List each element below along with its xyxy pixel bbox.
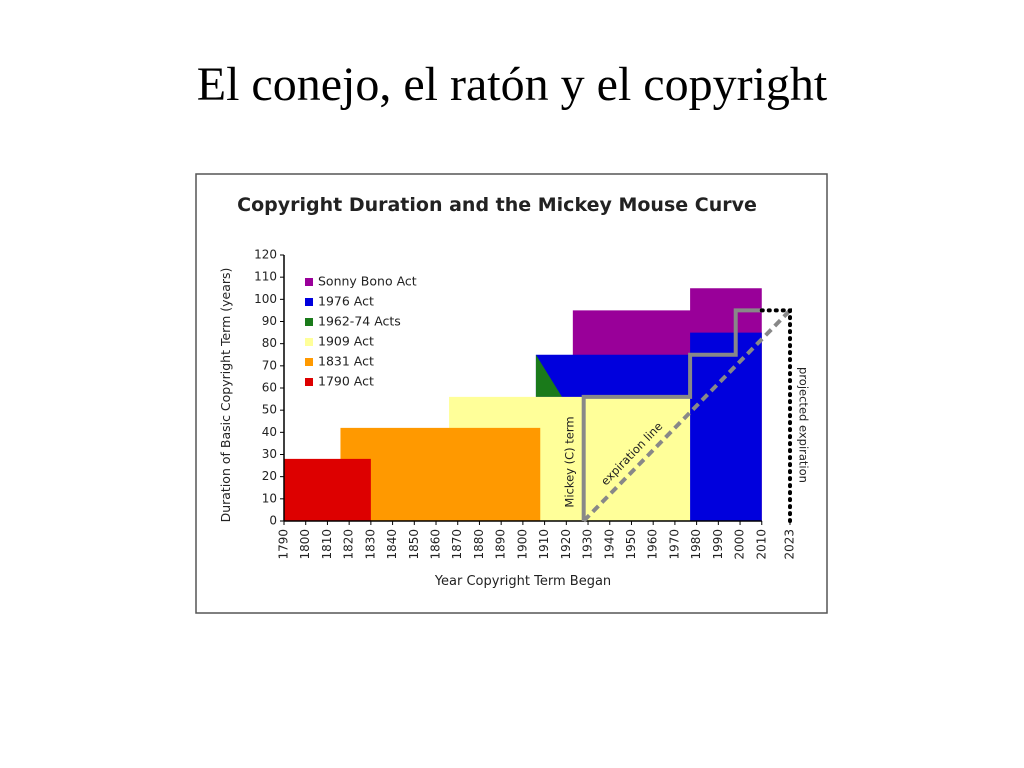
y-tick-label: 20 <box>262 469 277 483</box>
x-tick-label: 1850 <box>407 529 421 560</box>
x-tick-label: 1840 <box>385 529 399 560</box>
legend-swatch <box>305 318 313 326</box>
x-tick-label: 1890 <box>494 529 508 560</box>
y-axis-label: Duration of Basic Copyright Term (years) <box>218 268 233 523</box>
y-tick-label: 0 <box>269 514 277 528</box>
x-tick-label: 1990 <box>711 529 725 560</box>
x-tick-label: 1930 <box>581 529 595 560</box>
legend-swatch <box>305 358 313 366</box>
x-tick-label: 1920 <box>559 529 573 560</box>
x-tick-label: 1830 <box>363 529 377 560</box>
x-tick-label: 1980 <box>689 529 703 560</box>
x-tick-label: 1810 <box>320 529 334 560</box>
legend-swatch <box>305 278 313 286</box>
y-tick-label: 100 <box>254 292 277 306</box>
legend-label: 1976 Act <box>318 294 374 309</box>
x-tick-label: 1870 <box>450 529 464 560</box>
x-tick-label: 2023 <box>783 529 797 560</box>
y-tick-label: 120 <box>254 248 277 262</box>
y-tick-label: 40 <box>262 425 277 439</box>
x-tick-label: 1950 <box>624 529 638 560</box>
y-tick-label: 50 <box>262 403 277 417</box>
term-region <box>284 458 371 521</box>
term-region <box>535 354 562 397</box>
x-tick-label: 2000 <box>733 529 747 560</box>
y-tick-label: 60 <box>262 381 277 395</box>
legend-label: 1831 Act <box>318 354 374 369</box>
y-tick-label: 90 <box>262 314 277 328</box>
y-tick-label: 80 <box>262 336 277 350</box>
x-tick-label: 1880 <box>472 529 486 560</box>
x-tick-label: 1970 <box>667 529 681 560</box>
term-region <box>340 427 541 521</box>
y-tick-label: 30 <box>262 447 277 461</box>
x-tick-label: 2010 <box>754 529 768 560</box>
legend-label: 1962-74 Acts <box>318 314 401 329</box>
x-tick-label: 1910 <box>537 529 551 560</box>
x-tick-label: 1790 <box>277 529 291 560</box>
legend-swatch <box>305 378 313 386</box>
line-annotation: Mickey (C) term <box>563 416 577 507</box>
term-line <box>581 308 762 521</box>
term-line <box>582 309 792 523</box>
legend-swatch <box>305 298 313 306</box>
legend-label: 1790 Act <box>318 374 374 389</box>
x-tick-label: 1960 <box>646 529 660 560</box>
slide-title: El conejo, el ratón y el copyright <box>197 58 828 111</box>
chart-title: Copyright Duration and the Mickey Mouse … <box>237 194 757 216</box>
x-axis-label: Year Copyright Term Began <box>434 574 611 589</box>
line-annotation: projected expiration <box>797 367 811 483</box>
y-tick-label: 10 <box>262 491 277 505</box>
legend-label: 1909 Act <box>318 334 374 349</box>
x-tick-label: 1820 <box>342 529 356 560</box>
x-tick-label: 1800 <box>298 529 312 560</box>
y-tick-label: 70 <box>262 358 277 372</box>
y-tick-label: 110 <box>254 270 277 284</box>
legend-swatch <box>305 338 313 346</box>
x-tick-label: 1940 <box>602 529 616 560</box>
x-tick-label: 1860 <box>429 529 443 560</box>
x-tick-label: 1900 <box>515 529 529 560</box>
legend-label: Sonny Bono Act <box>318 274 417 289</box>
term-line <box>759 308 792 523</box>
